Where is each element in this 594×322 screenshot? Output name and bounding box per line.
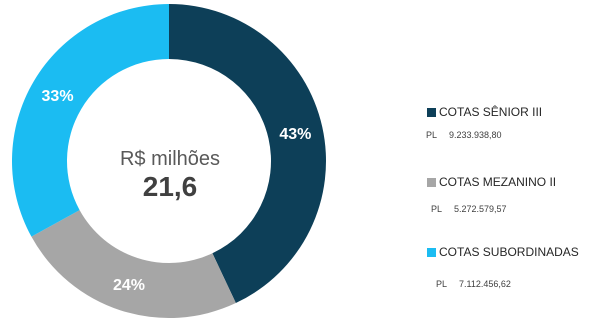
legend-label-subordinadas: COTAS SUBORDINADAS bbox=[439, 245, 579, 259]
pl-label-subordinadas: PL bbox=[436, 279, 448, 289]
donut-slice-senior bbox=[169, 4, 327, 304]
pl-row-mezanino: PL 5.272.579,57 bbox=[431, 204, 507, 214]
pl-label-senior: PL bbox=[426, 130, 438, 140]
legend-swatch-subordinadas bbox=[427, 247, 436, 257]
pl-row-subordinadas: PL 7.112.456,62 bbox=[436, 279, 511, 289]
legend-label-senior: COTAS SÊNIOR III bbox=[439, 105, 543, 119]
legend-item-senior: COTAS SÊNIOR III bbox=[427, 105, 542, 119]
donut-slice-subordinadas bbox=[11, 4, 170, 237]
center-total-value: 21,6 bbox=[142, 171, 198, 202]
legend-swatch-senior bbox=[427, 107, 436, 117]
legend-swatch-mezanino bbox=[427, 177, 436, 187]
slice-label-mezanino: 24% bbox=[113, 277, 145, 294]
legend-item-subordinadas: COTAS SUBORDINADAS bbox=[427, 245, 579, 259]
legend-item-mezanino: COTAS MEZANINO II bbox=[427, 175, 556, 189]
pl-value-subordinadas: 7.112.456,62 bbox=[459, 279, 511, 289]
donut-slice-mezanino bbox=[31, 210, 236, 318]
pl-row-senior: PL 9.233.938,80 bbox=[426, 130, 502, 140]
center-caption: R$ milhões bbox=[119, 148, 221, 170]
donut-chart: 43% 24% 33% bbox=[11, 4, 327, 318]
pl-value-senior: 9.233.938,80 bbox=[449, 130, 502, 140]
slice-label-subordinadas: 33% bbox=[42, 88, 74, 105]
pl-value-mezanino: 5.272.579,57 bbox=[454, 204, 507, 214]
slice-label-senior: 43% bbox=[279, 126, 311, 143]
pl-label-mezanino: PL bbox=[431, 204, 443, 214]
legend-label-mezanino: COTAS MEZANINO II bbox=[439, 175, 557, 189]
